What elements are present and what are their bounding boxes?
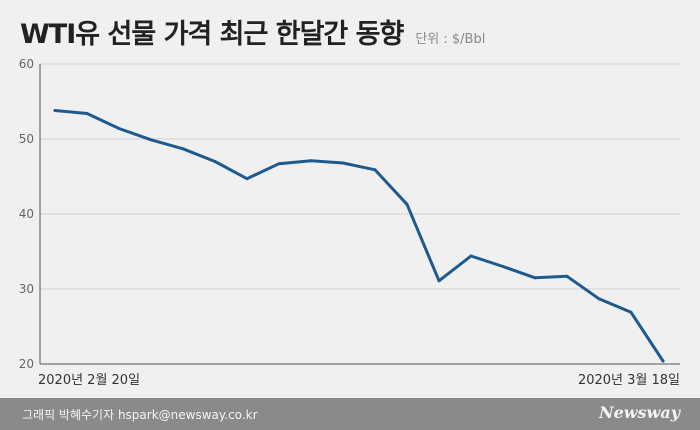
data-point-3 — [149, 138, 153, 142]
data-point-7 — [277, 162, 281, 166]
data-point-11 — [405, 202, 409, 206]
y-tick-label-30: 30 — [19, 282, 34, 296]
unit-label: 단위 : $/Bbl — [415, 32, 486, 47]
series-line — [53, 109, 665, 363]
x-label-end: 2020년 3월 18일 — [578, 373, 680, 388]
data-point-19 — [661, 359, 665, 363]
data-point-15 — [533, 276, 537, 280]
data-point-0 — [53, 109, 57, 112]
data-point-9 — [341, 161, 345, 165]
data-point-4 — [181, 147, 185, 151]
data-point-10 — [373, 168, 377, 172]
y-tick-label-40: 40 — [19, 207, 34, 221]
brand-logo: Newsway — [598, 403, 680, 422]
graphic-credit: 그래픽 박혜수기자 hspark@newsway.co.kr — [22, 408, 258, 422]
data-point-5 — [213, 160, 217, 163]
footer-bar: 그래픽 박혜수기자 hspark@newsway.co.kr Newsway — [0, 398, 700, 430]
data-point-16 — [565, 274, 569, 278]
data-point-6 — [245, 177, 249, 181]
data-point-18 — [629, 310, 633, 314]
data-point-17 — [597, 297, 601, 301]
y-tick-label-60: 60 — [19, 57, 34, 71]
data-point-12 — [437, 279, 441, 283]
line-chart: 20 30 40 50 60 2020년 2월 20일 2020년 3월 18일 — [19, 57, 680, 388]
y-tick-label-20: 20 — [19, 357, 34, 371]
chart-title: WTI유 선물 가격 최근 한달간 동향 — [20, 19, 404, 50]
data-point-2 — [117, 127, 121, 130]
data-point-14 — [501, 265, 505, 268]
data-point-1 — [85, 112, 89, 115]
y-tick-label-50: 50 — [19, 132, 34, 146]
data-point-13 — [469, 254, 473, 258]
x-label-start: 2020년 2월 20일 — [38, 373, 140, 388]
title-row: WTI유 선물 가격 최근 한달간 동향 단위 : $/Bbl — [20, 12, 485, 52]
data-point-8 — [309, 159, 313, 163]
